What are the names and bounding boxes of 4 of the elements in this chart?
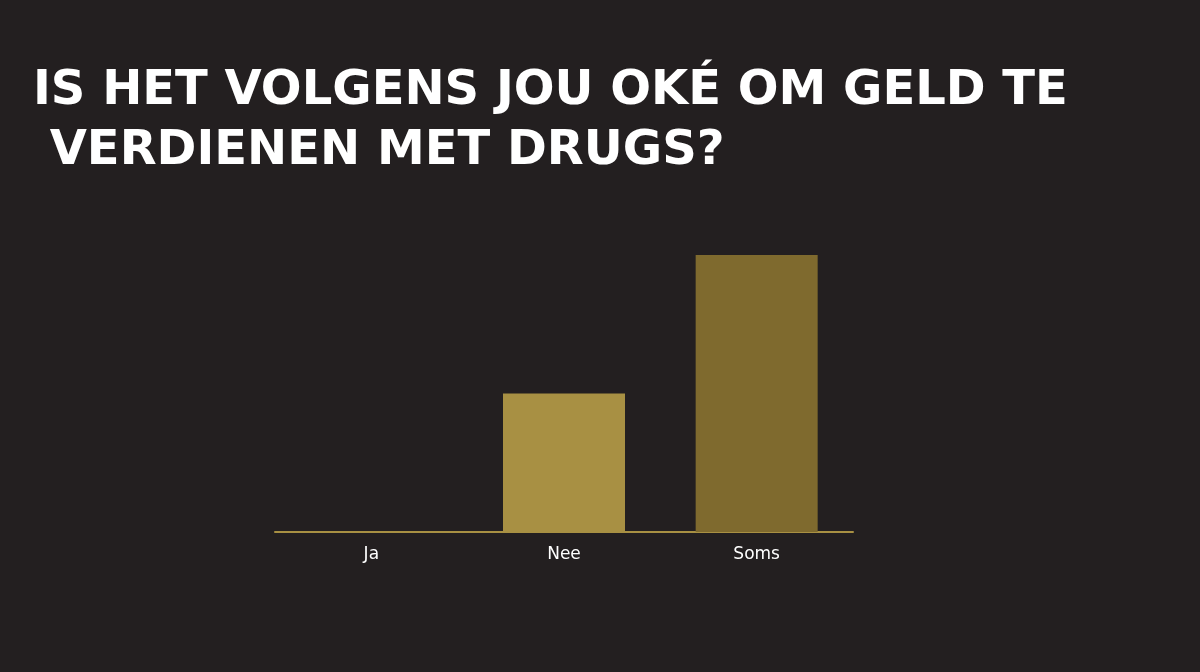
x-tick-label: Ja xyxy=(362,542,380,563)
chart-title: IS HET VOLGENS JOU OKÉ OM GELD TE VERDIENEN MET DRUGS? xyxy=(33,59,1068,175)
x-tick-label: Soms xyxy=(733,542,781,563)
x-tick-label: Nee xyxy=(547,542,581,563)
